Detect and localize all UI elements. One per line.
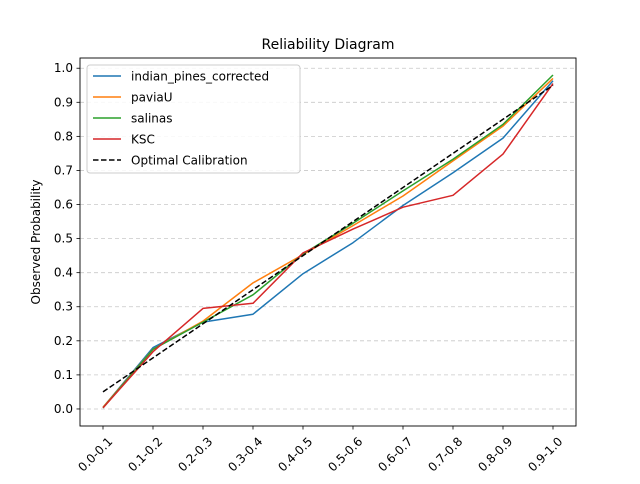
legend-label: paviaU bbox=[131, 91, 173, 105]
y-tick-label: 0.2 bbox=[54, 334, 73, 348]
plot-frame bbox=[79, 57, 577, 427]
y-tick-label: 1.0 bbox=[54, 61, 73, 75]
chart-title: Reliability Diagram bbox=[262, 37, 395, 53]
y-tick-label: 0.4 bbox=[54, 266, 73, 280]
series-lines bbox=[102, 74, 554, 409]
legend-label: indian_pines_corrected bbox=[131, 70, 269, 84]
series-line-optimal-calibration bbox=[102, 84, 554, 393]
y-tick-label: 0.9 bbox=[54, 95, 73, 109]
y-tick-label: 0.7 bbox=[54, 163, 73, 177]
legend-label: Optimal Calibration bbox=[131, 154, 248, 168]
y-tick-label: 0.0 bbox=[54, 402, 73, 416]
legend-label: KSC bbox=[131, 133, 155, 147]
legend: indian_pines_corrected paviaU salinas KSC Op… bbox=[86, 64, 301, 174]
y-tick-label: 0.8 bbox=[54, 129, 73, 143]
y-tick-label: 0.5 bbox=[54, 232, 73, 246]
y-tick-label: 0.3 bbox=[54, 300, 73, 314]
y-tick-label: 0.1 bbox=[54, 368, 73, 382]
legend-box bbox=[86, 64, 301, 174]
series-line-ksc bbox=[102, 83, 554, 409]
y-axis: 0.0 0.1 0.2 0.3 0.4 0.5 0.6 0.7 0.8 0.9 1.0 bbox=[54, 61, 80, 416]
grid-lines bbox=[80, 67, 576, 410]
legend-label: salinas bbox=[131, 112, 172, 126]
y-axis-label: Observed Probability bbox=[29, 180, 43, 305]
y-tick-label: 0.6 bbox=[54, 198, 73, 212]
